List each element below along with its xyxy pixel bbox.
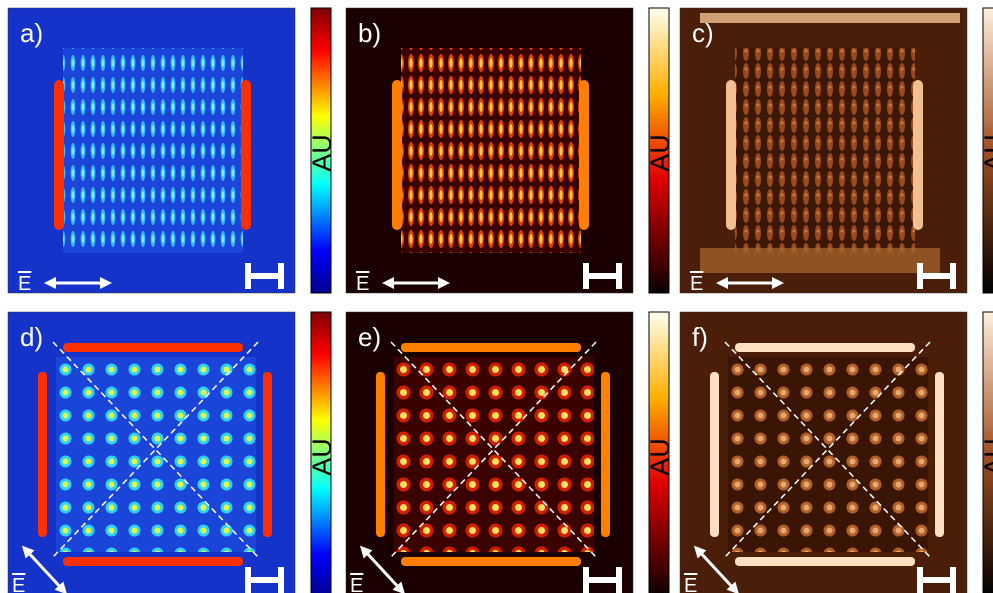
edge-right (601, 372, 610, 537)
field-label: E (350, 575, 363, 593)
field-label: E (690, 273, 703, 295)
colorbar-label: AU (645, 438, 675, 476)
edge-bottom (735, 557, 915, 566)
field-label: E (12, 575, 25, 593)
edge-top (735, 343, 915, 352)
edge-bottom (401, 557, 581, 566)
panel-label: c) (692, 18, 714, 48)
edge-right (579, 80, 589, 230)
colorbar-label: AU (645, 134, 675, 172)
edge-left (726, 80, 736, 230)
field-label: E (684, 575, 697, 593)
colorbar-label: AU (979, 134, 993, 172)
edge-right (263, 372, 272, 537)
panel: b) E (346, 8, 633, 295)
panel: d) E (8, 312, 295, 593)
panel: a) E (8, 8, 295, 295)
edge-top (401, 343, 581, 352)
edge-bottom (63, 557, 243, 566)
panel-label: b) (358, 18, 381, 48)
edge-right (913, 80, 923, 230)
fringe-region (63, 48, 243, 253)
panel-label: e) (358, 322, 381, 352)
field-label: E (18, 273, 31, 295)
colorbar-label: AU (307, 438, 337, 476)
panel-label: f) (692, 322, 708, 352)
panel-label: a) (20, 18, 43, 48)
field-label: E (356, 273, 369, 295)
edge-left (710, 372, 719, 537)
edge-left (38, 372, 47, 537)
edge-left (54, 80, 64, 230)
panel: c) E (680, 8, 967, 295)
edge-left (392, 80, 402, 230)
figure: a) E AU b) E AU c) E AU d) E AU e) E AU f) E AU (0, 0, 993, 593)
edge-right (935, 372, 944, 537)
colorbar-label: AU (307, 134, 337, 172)
edge-bottom (700, 248, 940, 273)
edge-top (63, 343, 243, 352)
fringe-region (401, 48, 581, 253)
fringe-region (735, 48, 915, 253)
colorbar-label: AU (979, 438, 993, 476)
edge-right (241, 80, 251, 230)
panel-label: d) (20, 322, 43, 352)
edge-top (700, 13, 960, 23)
panel: f) E (680, 312, 967, 593)
edge-left (376, 372, 385, 537)
panel: e) E (346, 312, 633, 593)
